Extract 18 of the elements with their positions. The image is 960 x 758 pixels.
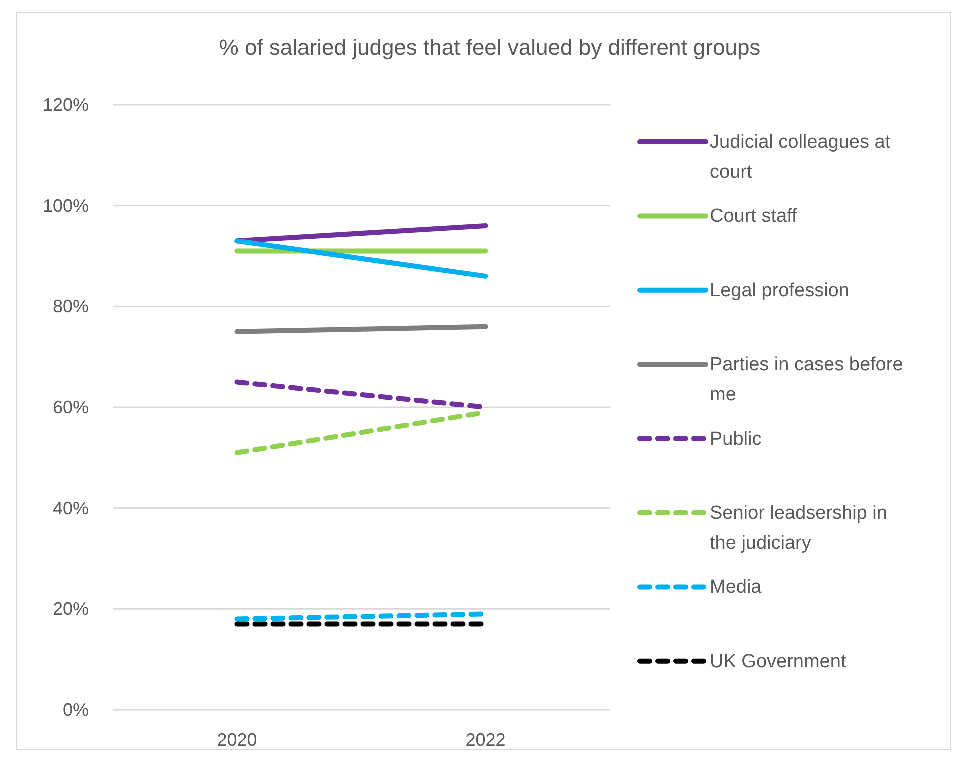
y-tick-label: 0% (62, 700, 89, 720)
y-tick-label: 80% (52, 296, 89, 317)
x-tick-label: 2022 (466, 730, 506, 750)
legend-label: Public (710, 428, 762, 450)
y-tick-label: 120% (42, 95, 89, 115)
chart-title: % of salaried judges that feel valued by different groups (219, 35, 761, 60)
y-tick-label: 20% (52, 599, 89, 620)
y-tick-label: 100% (42, 196, 89, 216)
legend-label: UK Government (710, 651, 847, 672)
x-tick-label: 2020 (217, 730, 258, 750)
legend-label: Senior leadsership in the judiciary (710, 503, 888, 554)
legend-label: Media (710, 577, 762, 598)
legend-label: Legal profession (710, 280, 850, 302)
legend-label: Court staff (710, 206, 798, 228)
y-tick-label: 60% (52, 398, 89, 418)
legend-label: Judicial colleagues at court (710, 132, 892, 183)
y-tick-label: 40% (52, 498, 89, 518)
legend-label: Parties in cases before me (710, 354, 904, 406)
